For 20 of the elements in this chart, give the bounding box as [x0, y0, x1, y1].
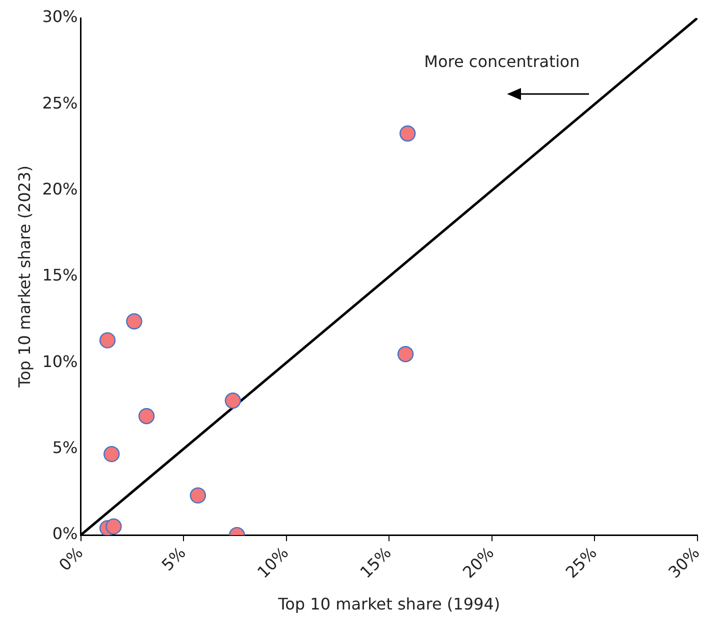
y-tick-label: 25% — [42, 93, 78, 112]
point — [99, 332, 116, 348]
point — [397, 346, 414, 362]
y-tick-label: 30% — [42, 7, 78, 26]
point — [224, 392, 241, 409]
point — [106, 518, 122, 535]
point — [126, 313, 142, 330]
x-tick-label: 5% — [158, 543, 190, 575]
x-axis-title: Top 10 market share (1994) — [277, 594, 500, 614]
y-tick-label: 20% — [42, 180, 78, 199]
y-tick-label: 10% — [42, 352, 78, 371]
point — [138, 408, 155, 424]
y-axis-title: Top 10 market share (2023) — [14, 166, 34, 389]
point — [103, 446, 120, 462]
y-tick-label: 5% — [52, 438, 78, 458]
y-tick-label: 15% — [42, 266, 78, 285]
y-tick-label: 0% — [52, 524, 78, 544]
point — [190, 487, 206, 504]
point — [399, 125, 416, 142]
annotation: More concentration — [424, 52, 580, 72]
